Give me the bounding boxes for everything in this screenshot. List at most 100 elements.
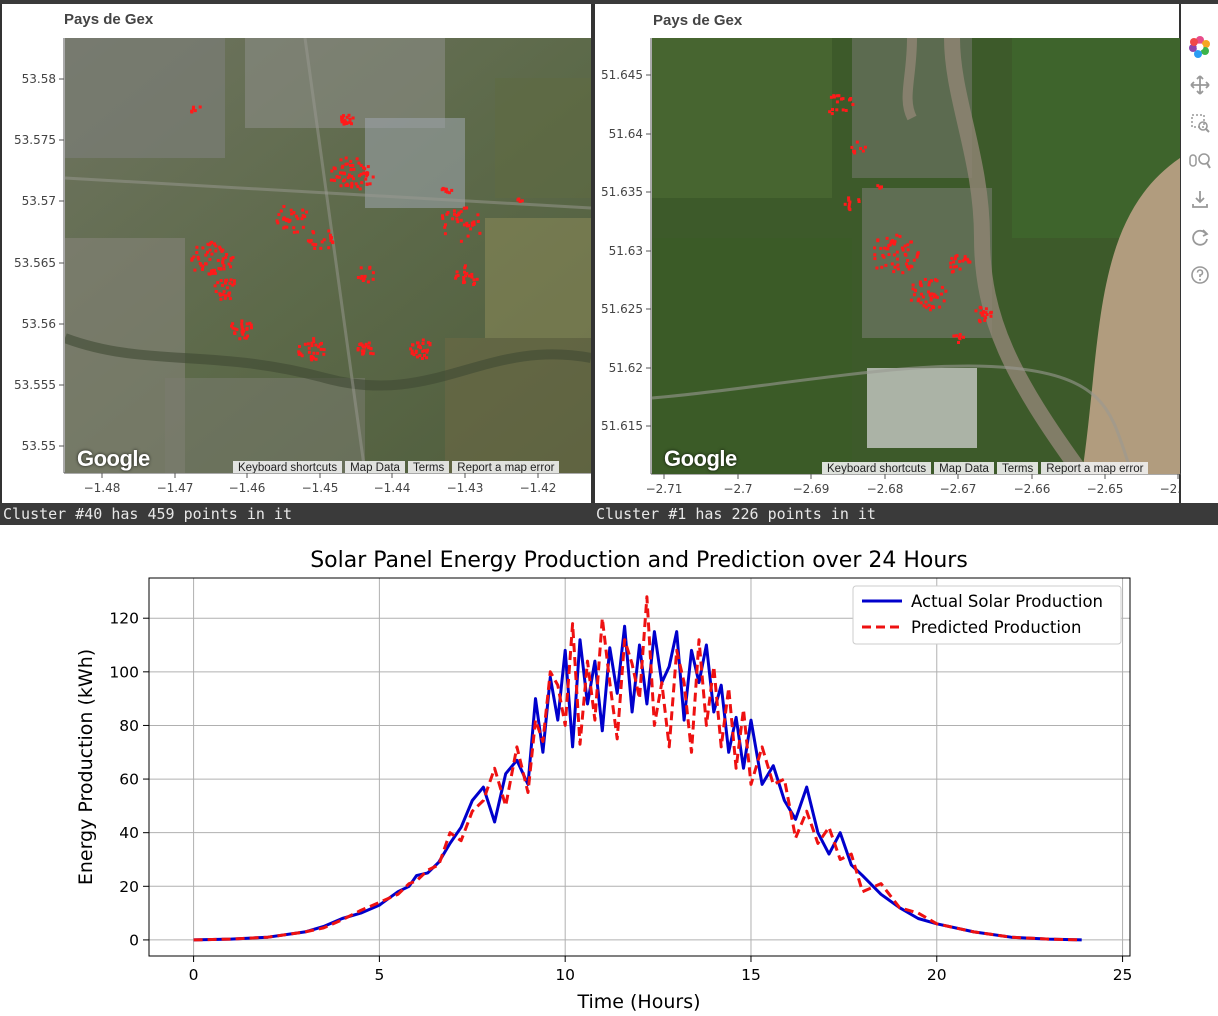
- y-tick-label: 20: [119, 878, 139, 896]
- map-x-tick-label: −1.43: [447, 481, 484, 495]
- cluster-point: [307, 346, 311, 350]
- x-axis-label: Time (Hours): [576, 991, 700, 1013]
- cluster-point: [310, 358, 314, 362]
- terms-link[interactable]: Terms: [407, 461, 450, 473]
- cluster-point: [463, 266, 467, 270]
- map-data-link[interactable]: Map Data: [934, 462, 994, 474]
- cluster-point: [452, 209, 456, 213]
- cluster-point: [909, 240, 913, 244]
- keyboard-shortcuts-link[interactable]: Keyboard shortcuts: [233, 461, 343, 473]
- box-zoom-icon[interactable]: [1187, 110, 1213, 136]
- cluster-point: [229, 265, 233, 269]
- cluster-point: [919, 284, 923, 288]
- cluster-point: [952, 260, 956, 264]
- cluster-point: [848, 200, 852, 204]
- help-icon[interactable]: [1187, 262, 1213, 288]
- report-map-error-link[interactable]: Report a map error: [1041, 462, 1149, 474]
- cluster-point: [230, 324, 233, 328]
- cluster-point: [470, 221, 474, 225]
- cluster-point: [312, 351, 316, 355]
- cluster-point: [952, 334, 956, 338]
- cluster-point: [198, 262, 202, 265]
- cluster-point: [919, 301, 923, 305]
- reset-icon[interactable]: [1187, 224, 1213, 250]
- cluster-point: [344, 156, 348, 160]
- cluster-point: [360, 274, 364, 278]
- cluster-point: [476, 213, 480, 217]
- cluster-point: [847, 202, 851, 206]
- cluster-point: [859, 147, 862, 150]
- cluster-point: [296, 217, 300, 221]
- chart-ticks: 0 5 10 15 20 25 0 20 40 60 80 100 120: [109, 610, 1132, 984]
- bokeh-logo-icon[interactable]: [1187, 34, 1213, 60]
- cluster-point: [470, 272, 474, 276]
- cluster-point: [362, 351, 366, 355]
- cluster-point: [928, 293, 932, 296]
- cluster-point: [457, 211, 461, 215]
- terms-link[interactable]: Terms: [996, 462, 1039, 474]
- cluster-point: [841, 108, 845, 112]
- cluster-point: [958, 260, 962, 263]
- cluster-point: [447, 191, 451, 195]
- cluster-point: [873, 253, 877, 257]
- cluster-point: [235, 328, 239, 332]
- map-x-tick-label: −2.71: [646, 482, 683, 496]
- cluster-point: [898, 235, 902, 238]
- cluster-point: [473, 281, 476, 285]
- report-map-error-link[interactable]: Report a map error: [452, 461, 560, 473]
- cluster-point: [955, 334, 959, 338]
- keyboard-shortcuts-link[interactable]: Keyboard shortcuts: [822, 462, 932, 474]
- right-map-axes: 51.64551.6451.63551.6351.62551.6251.615 …: [601, 38, 1181, 496]
- predicted-production-line: [193, 595, 1082, 942]
- cluster-point: [981, 312, 985, 316]
- save-icon[interactable]: [1187, 186, 1213, 212]
- cluster-point: [949, 261, 953, 265]
- cluster-point: [341, 179, 345, 183]
- cluster-point: [285, 217, 289, 221]
- cluster-point: [957, 336, 961, 340]
- cluster-point: [453, 212, 456, 216]
- cluster-point: [456, 213, 460, 217]
- right-satellite-map[interactable]: Google Keyboard shortcuts Map Data Terms…: [652, 38, 1180, 474]
- cluster-point: [207, 272, 211, 276]
- cluster-point: [907, 267, 911, 271]
- left-map-axes: 53.58 53.575 53.57 53.565 53.56 53.555 53.55 −…: [14, 38, 591, 495]
- cluster-point: [228, 281, 232, 285]
- x-tick-label: 0: [189, 966, 199, 984]
- cluster-point: [366, 171, 370, 175]
- cluster-point: [952, 265, 956, 269]
- cluster-point: [880, 265, 884, 269]
- y-tick-label: 120: [109, 610, 139, 628]
- map-y-tick-label: 53.575: [14, 133, 56, 147]
- left-satellite-map[interactable]: Google Keyboard shortcuts Map Data Terms…: [65, 38, 591, 473]
- wheel-zoom-icon[interactable]: [1187, 148, 1213, 174]
- x-tick-label: 25: [1113, 966, 1133, 984]
- cluster-point: [206, 242, 210, 246]
- cluster-point: [880, 185, 883, 189]
- cluster-point: [450, 188, 454, 192]
- cluster-point: [331, 241, 335, 245]
- pan-icon[interactable]: [1187, 72, 1213, 98]
- cluster-point: [206, 250, 209, 254]
- cluster-point: [301, 214, 305, 218]
- cluster-point: [208, 248, 212, 252]
- cluster-point: [909, 298, 913, 302]
- cluster-point: [847, 196, 851, 200]
- cluster-point: [354, 182, 358, 186]
- cluster-point: [214, 244, 218, 248]
- cluster-point: [221, 260, 225, 264]
- cluster-point: [351, 164, 355, 167]
- cluster-point: [835, 100, 839, 104]
- cluster-point: [881, 254, 885, 257]
- cluster-point: [418, 354, 422, 357]
- cluster-point: [190, 257, 194, 261]
- cluster-point: [221, 293, 225, 297]
- cluster-point: [314, 357, 318, 361]
- map-data-link[interactable]: Map Data: [345, 461, 405, 473]
- cluster-point: [341, 164, 345, 168]
- cluster-point: [362, 171, 366, 175]
- cluster-point: [296, 230, 299, 234]
- cluster-point: [312, 337, 316, 341]
- cluster-point: [218, 292, 222, 296]
- cluster-point: [958, 333, 962, 336]
